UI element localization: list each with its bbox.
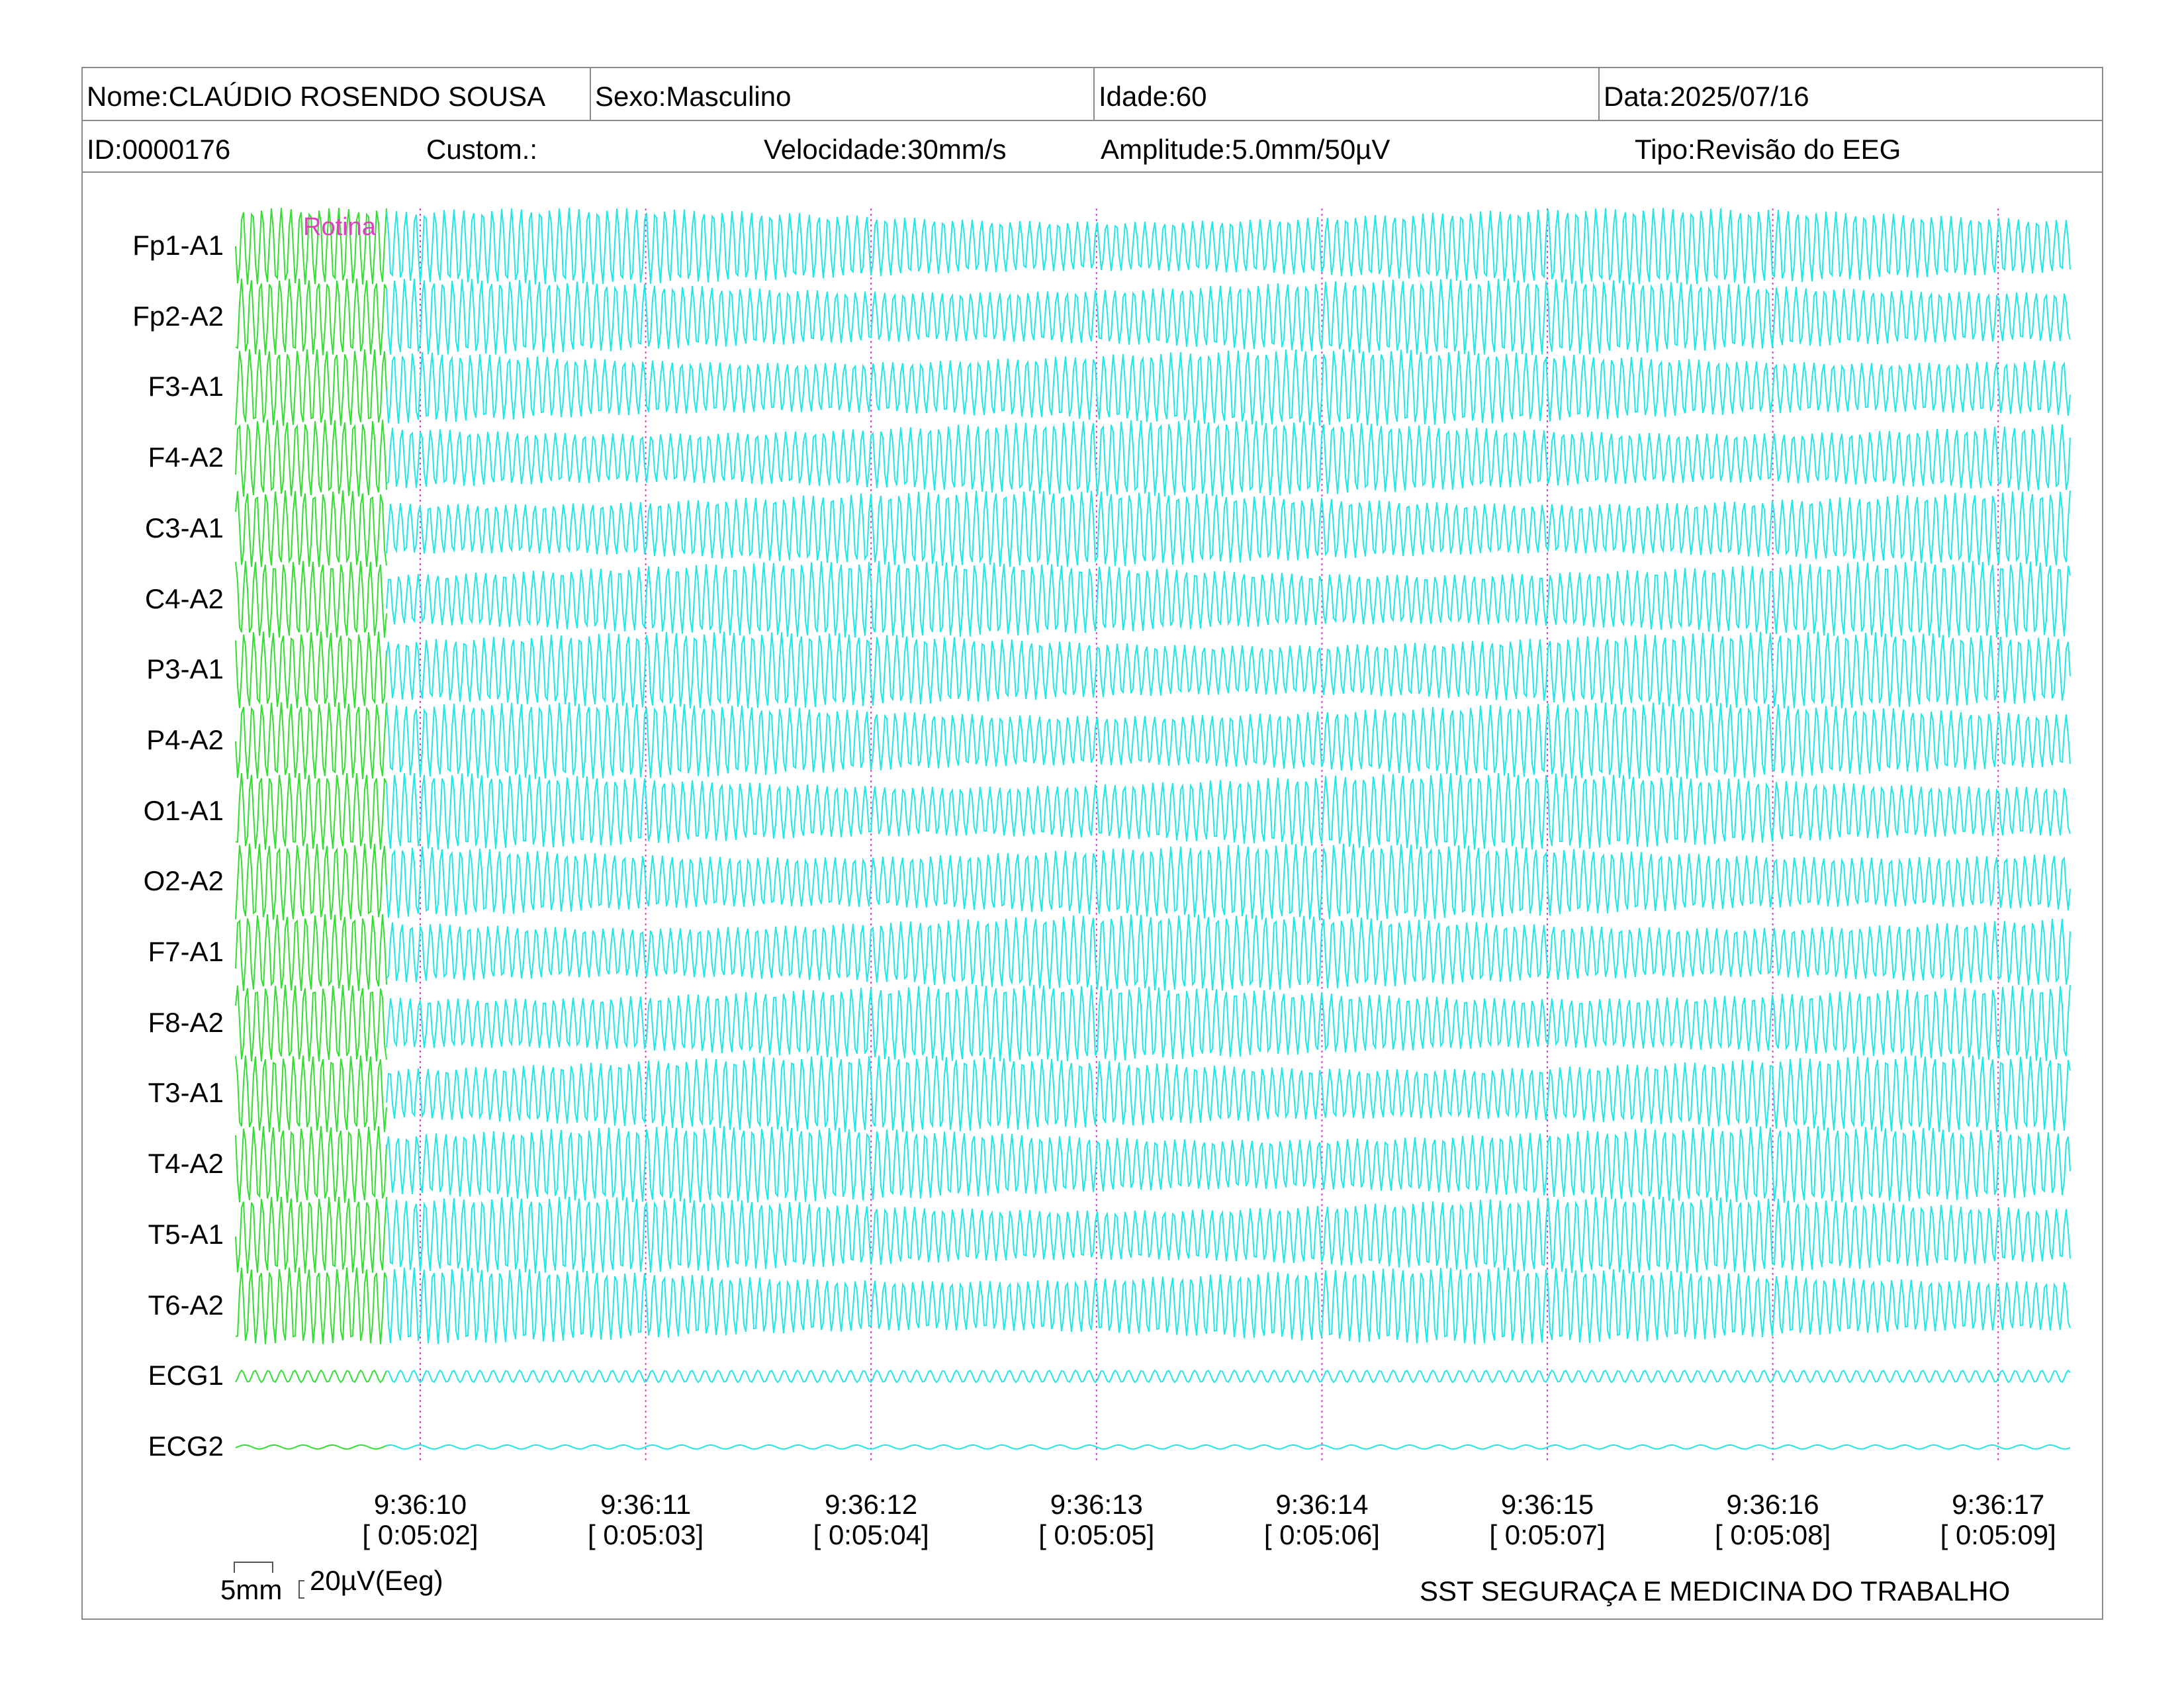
elapsed-time: [ 0:05:02] <box>362 1519 478 1550</box>
time-marker-label: 9:36:15[ 0:05:07] <box>1461 1489 1633 1550</box>
exam-date: Data:2025/07/16 <box>1598 68 1809 120</box>
elapsed-time: [ 0:05:06] <box>1263 1519 1380 1550</box>
trace-segment-highlight <box>235 1369 387 1383</box>
trace-segment <box>386 278 2071 355</box>
trace-segment-highlight <box>235 561 387 638</box>
channel-label-f7-a1: F7-A1 <box>148 936 224 967</box>
patient-age: Idade:60 <box>1093 68 1207 120</box>
time-marker-label: 9:36:10[ 0:05:02] <box>334 1489 506 1550</box>
exam-type: Tipo:Revisão do EEG <box>1635 134 1901 165</box>
clock-time: 9:36:17 <box>1952 1489 2045 1520</box>
trace-segment <box>386 1444 2071 1450</box>
trace-segment-highlight <box>235 1444 387 1450</box>
channel-label-t5-a1: T5-A1 <box>148 1218 224 1250</box>
header-row-2: ID:0000176 Custom.: Velocidade:30mm/s Am… <box>83 121 2102 173</box>
time-marker-label: 9:36:12[ 0:05:04] <box>785 1489 957 1550</box>
channel-label-p4-a2: P4-A2 <box>146 724 224 755</box>
trace-segment-highlight <box>235 1126 387 1203</box>
trace-segment-highlight <box>235 1196 387 1274</box>
elapsed-time: [ 0:05:04] <box>813 1519 929 1550</box>
channel-label-f8-a2: F8-A2 <box>148 1006 224 1038</box>
elapsed-time: [ 0:05:07] <box>1489 1519 1606 1550</box>
clock-time: 9:36:14 <box>1275 1489 1369 1520</box>
trace-segment <box>386 632 2071 709</box>
channel-label-fp2-a2: Fp2-A2 <box>132 300 224 332</box>
trace-segment <box>386 420 2071 497</box>
trace-segment <box>386 1369 2071 1383</box>
trace-segment <box>386 914 2071 991</box>
company-footer: SST SEGURAÇA E MEDICINA DO TRABALHO <box>1420 1575 2011 1607</box>
trace-segment <box>386 773 2071 850</box>
patient-sex: Sexo:Masculino <box>590 68 791 120</box>
trace-segment <box>386 1196 2071 1274</box>
time-marker-label: 9:36:16[ 0:05:08] <box>1687 1489 1859 1550</box>
header-row-1: Nome:CLAÚDIO ROSENDO SOUSA Sexo:Masculin… <box>83 68 2102 121</box>
trace-segment <box>386 349 2071 426</box>
channel-label-c4-a2: C4-A2 <box>144 583 224 614</box>
trace-segment-highlight <box>235 773 387 850</box>
time-marker-label: 9:36:17[ 0:05:09] <box>1912 1489 2084 1550</box>
trace-segment <box>386 1055 2071 1133</box>
channel-label-p3-a1: P3-A1 <box>146 653 224 685</box>
amplitude-setting: Amplitude:5.0mm/50µV <box>1101 134 1390 165</box>
channel-label-f4-a2: F4-A2 <box>148 442 224 473</box>
trace-segment <box>386 843 2071 921</box>
scale-length-label: 5mm <box>220 1574 283 1605</box>
channel-label-t6-a2: T6-A2 <box>148 1289 224 1321</box>
channel-label-o2-a2: O2-A2 <box>143 865 224 897</box>
channel-label-t4-a2: T4-A2 <box>148 1148 224 1180</box>
clock-time: 9:36:15 <box>1500 1489 1594 1520</box>
trace-segment <box>386 1126 2071 1203</box>
trace-segment-highlight <box>235 702 387 779</box>
elapsed-time: [ 0:05:05] <box>1038 1519 1155 1550</box>
trace-segment-highlight <box>235 1055 387 1133</box>
trace-segment <box>386 702 2071 779</box>
scale-bar-icon <box>234 1562 304 1599</box>
channel-label-ecg2: ECG2 <box>148 1430 224 1462</box>
annotation-rotina: Rotina <box>303 213 376 241</box>
trace-segment-highlight <box>235 632 387 709</box>
speed-setting: Velocidade:30mm/s <box>764 134 1007 165</box>
time-marker-label: 9:36:14[ 0:05:06] <box>1236 1489 1408 1550</box>
trace-segment-highlight <box>235 843 387 921</box>
elapsed-time: [ 0:05:03] <box>588 1519 704 1550</box>
channel-label-f3-a1: F3-A1 <box>148 371 224 402</box>
clock-time: 9:36:13 <box>1050 1489 1143 1520</box>
clock-time: 9:36:10 <box>373 1489 467 1520</box>
clock-time: 9:36:16 <box>1726 1489 1819 1520</box>
channel-label-c3-a1: C3-A1 <box>144 512 224 543</box>
trace-segment <box>386 984 2071 1062</box>
channel-label-t3-a1: T3-A1 <box>148 1077 224 1109</box>
trace-segment-highlight <box>235 984 387 1062</box>
patient-id: ID:0000176 <box>87 134 231 165</box>
custom-field: Custom.: <box>426 134 538 165</box>
trace-segment <box>386 1267 2071 1344</box>
elapsed-time: [ 0:05:08] <box>1715 1519 1831 1550</box>
elapsed-time: [ 0:05:09] <box>1940 1519 2056 1550</box>
clock-time: 9:36:12 <box>825 1489 918 1520</box>
channel-label-fp1-a1: Fp1-A1 <box>132 230 224 261</box>
trace-segment-highlight <box>235 914 387 991</box>
trace-segment <box>386 208 2071 285</box>
patient-name: Nome:CLAÚDIO ROSENDO SOUSA <box>87 81 546 112</box>
trace-segment <box>386 561 2071 638</box>
trace-segment-highlight <box>235 1267 387 1344</box>
trace-segment-highlight <box>235 349 387 426</box>
time-marker-label: 9:36:13[ 0:05:05] <box>1011 1489 1183 1550</box>
time-marker-label: 9:36:11[ 0:05:03] <box>560 1489 732 1550</box>
trace-segment-highlight <box>235 420 387 497</box>
trace-segment-highlight <box>235 208 387 285</box>
channel-label-ecg1: ECG1 <box>148 1360 224 1391</box>
trace-segment <box>386 490 2071 567</box>
trace-segment-highlight <box>235 490 387 567</box>
channel-label-o1-a1: O1-A1 <box>143 794 224 826</box>
trace-segment-highlight <box>235 278 387 355</box>
scale-amplitude-label: 20µV(Eeg) <box>310 1565 443 1596</box>
clock-time: 9:36:11 <box>600 1489 692 1520</box>
eeg-report-frame: Nome:CLAÚDIO ROSENDO SOUSA Sexo:Masculin… <box>81 67 2103 1620</box>
